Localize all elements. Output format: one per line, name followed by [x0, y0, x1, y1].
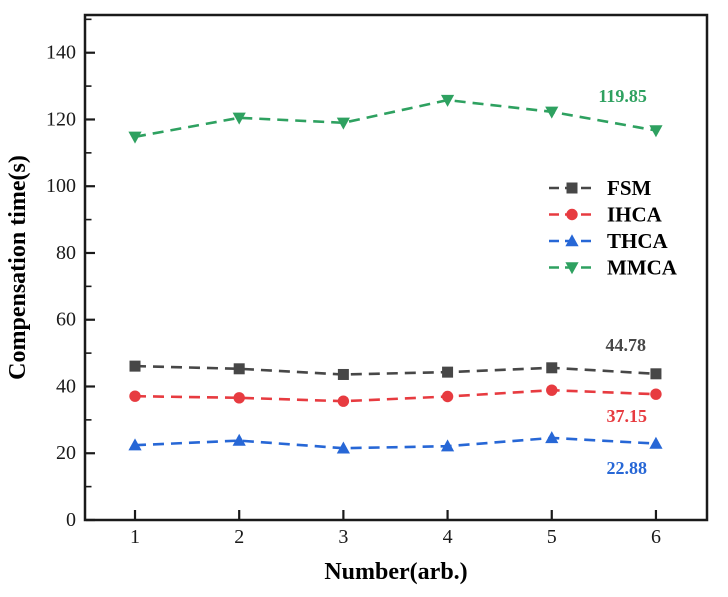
y-axis-tick-label: 60 — [56, 309, 76, 331]
legend-label-MMCA: MMCA — [607, 256, 678, 280]
series-marker-THCA — [545, 431, 559, 444]
series-marker-MMCA — [336, 117, 350, 130]
mean-annotation-IHCA: 37.15 — [607, 406, 648, 426]
series-marker-FSM — [129, 360, 141, 372]
series-marker-IHCA — [546, 384, 558, 396]
series-marker-THCA — [336, 441, 350, 454]
x-axis-title: Number(arb.) — [324, 559, 467, 585]
x-axis-tick-label: 2 — [234, 526, 244, 548]
y-axis-tick-label: 120 — [46, 108, 76, 130]
legend-marker-FSM — [566, 182, 578, 194]
x-axis-tick-label: 3 — [338, 526, 348, 548]
mean-annotation-THCA: 22.88 — [607, 458, 648, 478]
x-axis-tick-label: 6 — [651, 526, 661, 548]
series-marker-THCA — [649, 436, 663, 449]
series-marker-THCA — [440, 439, 455, 452]
mean-annotation-MMCA: 119.85 — [598, 86, 647, 106]
y-axis-tick-label: 20 — [56, 442, 76, 464]
series-marker-THCA — [128, 438, 142, 451]
series-line-MMCA — [134, 98, 657, 139]
series-line-THCA — [134, 436, 656, 450]
series-marker-FSM — [337, 368, 349, 380]
legend-marker-MMCA — [565, 262, 579, 275]
mean-annotation-FSM: 44.78 — [605, 335, 646, 355]
legend-label-IHCA: IHCA — [607, 203, 663, 227]
y-axis-tick-label: 80 — [56, 242, 76, 264]
series-marker-FSM — [546, 362, 558, 374]
series-line-FSM — [134, 364, 656, 376]
y-axis-tick-label: 0 — [66, 509, 76, 531]
series-marker-FSM — [442, 366, 454, 378]
plot-frame — [83, 13, 709, 522]
series-marker-IHCA — [129, 390, 141, 402]
y-axis-tick-label: 40 — [56, 375, 76, 397]
series-marker-IHCA — [441, 390, 454, 403]
legend-marker-THCA — [565, 234, 579, 247]
y-axis-tick-label: 140 — [46, 42, 76, 64]
series-line-IHCA — [134, 388, 656, 403]
legend-marker-IHCA — [566, 208, 578, 221]
series-marker-MMCA — [440, 94, 455, 107]
legend-label-FSM: FSM — [607, 176, 652, 200]
legend-label-THCA: THCA — [607, 229, 669, 253]
series-marker-FSM — [233, 363, 245, 375]
y-axis-title: Compensation time(s) — [5, 155, 31, 380]
series-marker-IHCA — [650, 388, 662, 400]
x-axis-tick-label: 1 — [130, 526, 140, 548]
series-marker-THCA — [232, 433, 246, 446]
series-marker-FSM — [650, 368, 662, 380]
x-axis-tick-label: 5 — [547, 526, 557, 548]
x-axis-tick-label: 4 — [443, 526, 453, 548]
y-axis-tick-label: 100 — [46, 175, 76, 197]
series-marker-MMCA — [545, 106, 559, 119]
series-marker-MMCA — [649, 125, 663, 138]
series-marker-IHCA — [337, 395, 350, 407]
series-marker-MMCA — [128, 131, 142, 144]
series-marker-IHCA — [233, 392, 245, 404]
series-marker-MMCA — [232, 112, 246, 125]
